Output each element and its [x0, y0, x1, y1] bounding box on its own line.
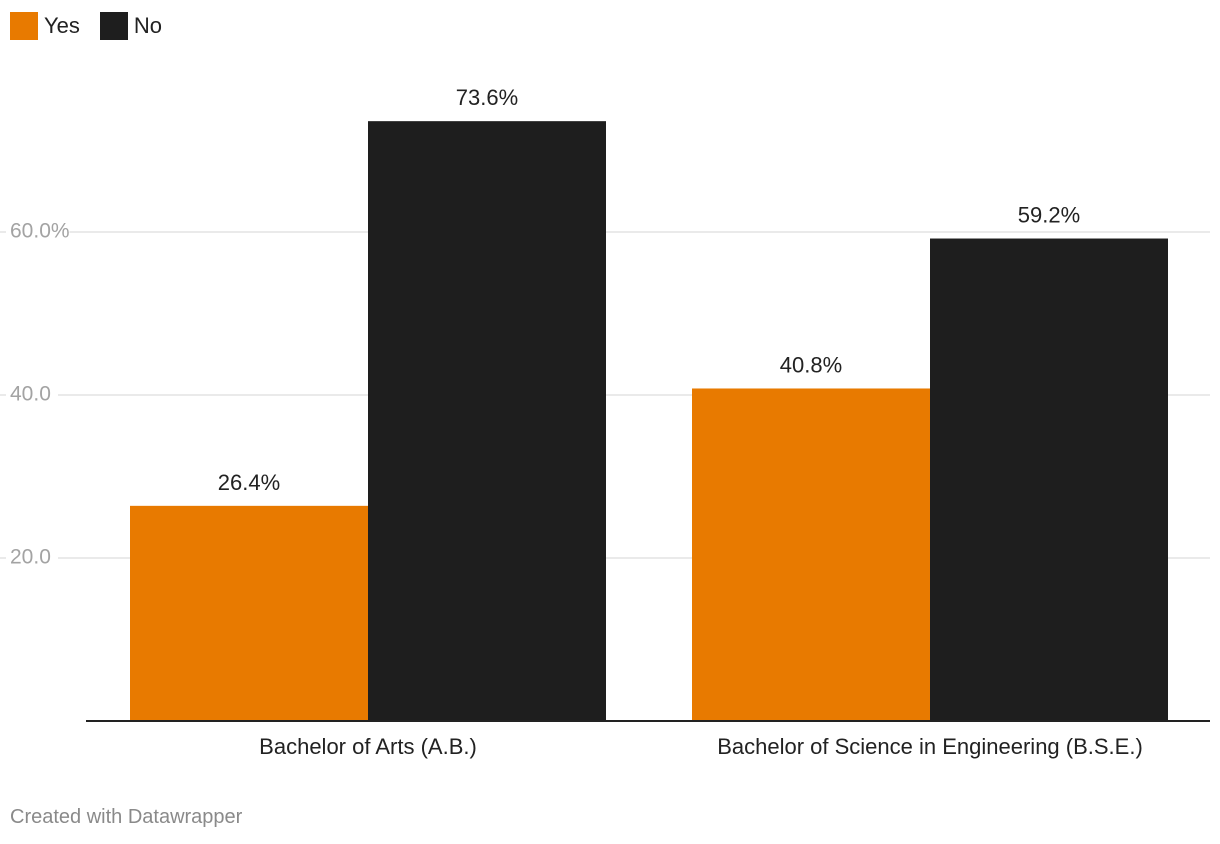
y-tick-label: 60.0% — [10, 220, 70, 243]
y-tick-label: 20.0 — [10, 546, 51, 569]
bar-value-label: 59.2% — [1018, 203, 1080, 228]
y-tick-label-bg — [6, 219, 70, 245]
bar-value-label: 73.6% — [456, 85, 518, 110]
footer-credit: Created with Datawrapper — [10, 806, 243, 828]
legend-item-yes: Yes — [10, 12, 80, 40]
legend-label-yes: Yes — [44, 13, 80, 38]
x-category-label: Bachelor of Science in Engineering (B.S.… — [717, 734, 1143, 759]
legend-item-no: No — [99, 12, 163, 40]
chart-legend: Yes No — [10, 12, 162, 40]
bar-no-0 — [368, 121, 606, 721]
bar-value-label: 26.4% — [218, 470, 280, 495]
bar-value-label: 40.8% — [780, 352, 842, 377]
bar-chart: 20.0 40.0 60.0% 26.4% 73.6% Bachelor of Arts… — [0, 85, 1210, 759]
bar-no-1 — [930, 238, 1168, 721]
y-tick-label-bg — [6, 382, 58, 408]
labels-layer: 26.4% 73.6% Bachelor of Arts (A.B.) 40.8% 59… — [86, 85, 1210, 759]
bar-yes-0 — [130, 505, 368, 721]
y-tick-label: 40.0 — [10, 383, 51, 406]
bars-layer — [130, 121, 1168, 721]
bar-yes-1 — [692, 388, 930, 721]
legend-swatch-no — [99, 12, 128, 40]
x-category-label: Bachelor of Arts (A.B.) — [259, 734, 477, 759]
y-tick-label-bg — [6, 545, 58, 571]
legend-label-no: No — [133, 13, 163, 38]
legend-swatch-yes — [10, 12, 38, 40]
